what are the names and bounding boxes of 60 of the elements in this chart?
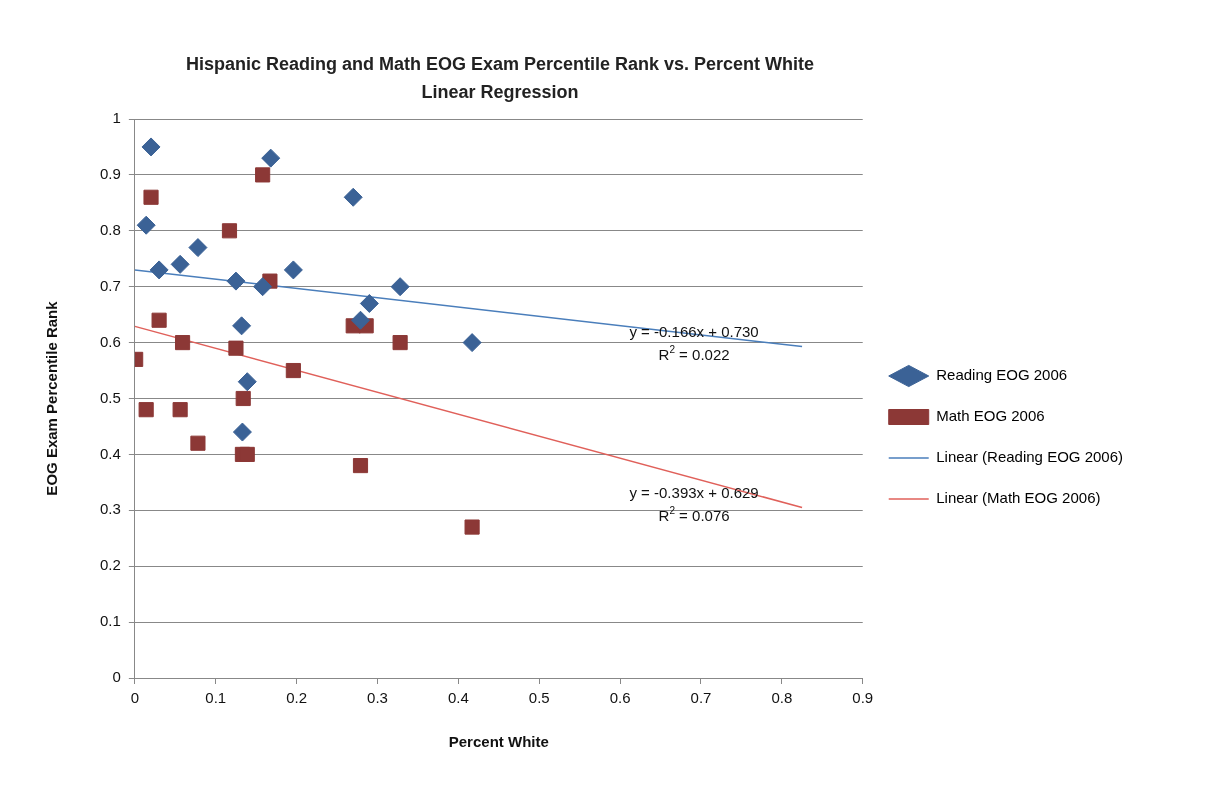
point xyxy=(462,333,482,353)
point xyxy=(232,316,252,336)
y-tick-label: 0.1 xyxy=(99,612,121,630)
point xyxy=(253,277,273,297)
point xyxy=(255,167,271,183)
point xyxy=(239,446,255,462)
y-tick-label: 1 xyxy=(112,109,121,127)
x-tick-label: 0.3 xyxy=(367,689,388,707)
point xyxy=(170,254,190,274)
y-tick-label: 0 xyxy=(112,668,121,686)
y-tick-label: 0.6 xyxy=(99,332,121,350)
point xyxy=(138,402,154,418)
y-tick-label: 0.3 xyxy=(99,500,121,518)
x-tick-label: 0.6 xyxy=(609,689,631,707)
point xyxy=(390,277,410,297)
point xyxy=(143,189,159,205)
point xyxy=(237,372,257,392)
point xyxy=(352,458,369,474)
x-tick-label: 0.8 xyxy=(771,689,793,707)
x-tick-label: 0.9 xyxy=(852,689,874,707)
x-tick-label: 0 xyxy=(130,689,140,707)
point xyxy=(172,402,188,418)
point xyxy=(392,335,408,351)
y-tick-label: 0.5 xyxy=(99,388,121,406)
legend-label: Linear (Math EOG 2006) xyxy=(936,489,1101,507)
y-tick-label: 0.7 xyxy=(99,276,121,294)
point xyxy=(343,187,363,207)
point xyxy=(141,137,161,157)
x-tick-label: 0.4 xyxy=(447,689,469,707)
point xyxy=(359,293,379,313)
x-tick-label: 0.7 xyxy=(690,689,712,707)
legend-label: Math EOG 2006 xyxy=(936,407,1045,425)
x-tick-label: 0.5 xyxy=(528,689,550,707)
y-tick-label: 0.4 xyxy=(99,444,121,462)
point xyxy=(283,260,303,280)
point xyxy=(151,312,167,328)
y-tick-label: 0.2 xyxy=(99,556,121,574)
point xyxy=(232,422,252,442)
legend-label: Linear (Reading EOG 2006) xyxy=(936,448,1124,466)
point xyxy=(149,260,169,280)
point xyxy=(226,271,246,291)
x-tick-label: 0.1 xyxy=(205,689,227,707)
point xyxy=(221,223,238,239)
x-tick-label: 0.2 xyxy=(286,689,308,707)
y-axis-title: EOG Exam Percentile Rank xyxy=(43,300,61,496)
point xyxy=(261,148,281,168)
point xyxy=(464,519,480,535)
chart-title: Hispanic Reading and Math EOG Exam Percentile Rank vs. Percent White Linear Regression xyxy=(184,53,816,104)
point xyxy=(235,390,251,407)
legend-label: Reading EOG 2006 xyxy=(936,366,1068,384)
point xyxy=(228,340,244,356)
point xyxy=(136,215,156,235)
point xyxy=(188,238,208,258)
point xyxy=(350,310,370,330)
y-tick-label: 0.9 xyxy=(99,165,121,183)
point xyxy=(285,362,301,379)
point xyxy=(190,435,206,451)
x-axis-title: Percent White xyxy=(448,733,549,751)
y-tick-label: 0.8 xyxy=(99,220,121,238)
point xyxy=(175,335,191,351)
